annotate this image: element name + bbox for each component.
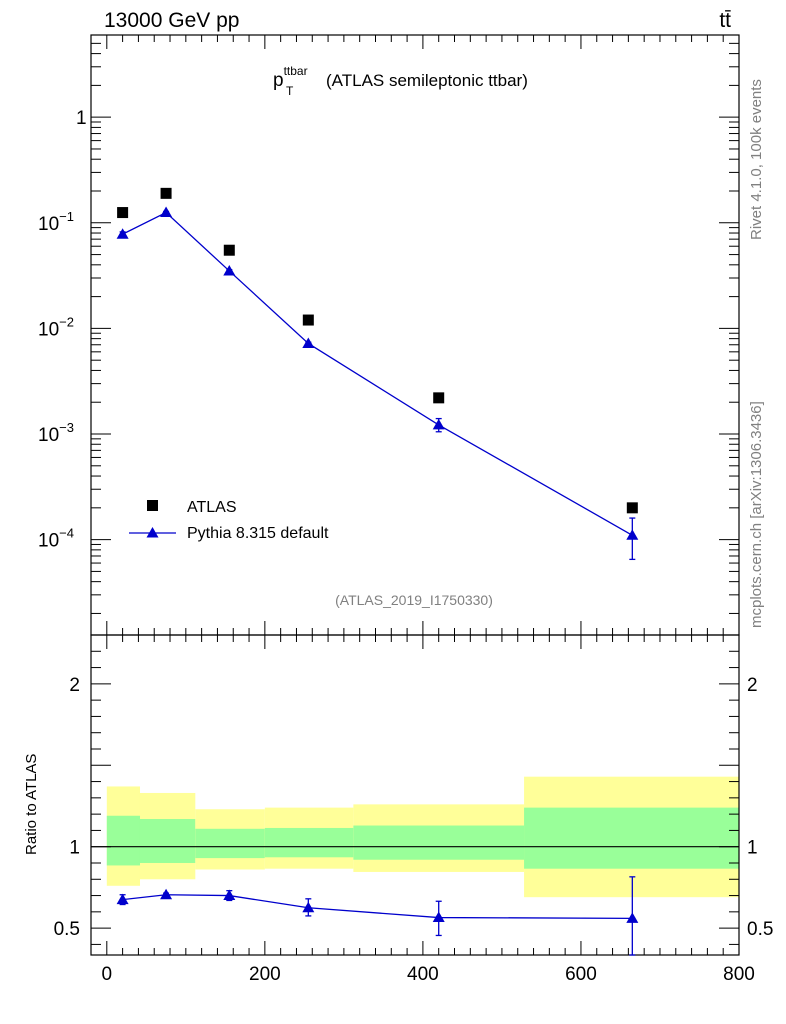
title-superscript: ttbar <box>284 64 308 78</box>
legend-label-pythia: Pythia 8.315 default <box>187 525 329 542</box>
y-tick-label: 10−1 <box>38 209 74 235</box>
inner-uncertainty-band <box>524 807 739 869</box>
atlas-point <box>433 392 445 404</box>
y-tick-label-base: 10 <box>38 214 59 235</box>
y-tick-label-base: 10 <box>38 319 59 340</box>
y-tick-label: 10−2 <box>38 314 74 340</box>
energy-label: 13000 GeV pp <box>104 9 239 32</box>
ratio-y-tick-label: 1 <box>69 838 80 859</box>
y-tick-label: 10−3 <box>38 420 74 446</box>
pythia-point <box>626 529 639 540</box>
x-tick-label: 400 <box>407 964 439 985</box>
ratio-point <box>302 901 315 913</box>
x-tick-label: 600 <box>565 964 597 985</box>
y-tick-label-base: 10 <box>38 425 59 446</box>
atlas-point <box>302 314 314 326</box>
ratio-y-tick-label-right: 0.5 <box>747 919 773 940</box>
ratio-panel-marks <box>116 876 639 956</box>
pythia-point <box>223 264 236 276</box>
atlas-point <box>626 502 638 514</box>
ratio-point <box>223 889 236 901</box>
ratio-point <box>432 911 445 923</box>
x-tick-label: 800 <box>723 964 755 985</box>
legend-label-atlas: ATLAS <box>187 499 237 516</box>
y-tick-label-exponent: −4 <box>59 526 74 541</box>
ratio-point <box>160 888 173 900</box>
inner-uncertainty-band <box>353 825 525 860</box>
ratio-line <box>122 894 633 920</box>
legend-marker-atlas <box>147 500 158 511</box>
mcplots-label: mcplots.cern.ch [arXiv:1306.3436] <box>748 401 765 628</box>
ratio-y-tick-label: 2 <box>69 675 80 696</box>
y-tick-label-base: 10 <box>38 531 59 552</box>
y-tick-label-base: 1 <box>76 108 87 129</box>
y-tick-label: 1 <box>76 108 87 129</box>
main-panel-frame <box>90 34 740 636</box>
title-subscript: T <box>286 84 294 98</box>
y-tick-label-exponent: −1 <box>59 209 74 224</box>
ratio-y-tick-label-right: 1 <box>747 838 758 859</box>
ratio-panel-frame <box>90 634 740 956</box>
process-label: tt̄ <box>719 9 731 32</box>
rivet-version-label: Rivet 4.1.0, 100k events <box>748 79 765 240</box>
inner-uncertainty-band <box>139 819 196 863</box>
x-tick-label: 0 <box>102 964 113 985</box>
ratio-point <box>116 893 129 905</box>
inner-uncertainty-band <box>195 828 265 859</box>
inner-uncertainty-band <box>106 815 140 866</box>
pythia-point <box>302 337 315 348</box>
chart-title: pttbar T (ATLAS semileptonic ttbar) <box>273 64 528 98</box>
y-tick-label-exponent: −2 <box>59 314 74 329</box>
legend-marker-pythia <box>146 527 159 538</box>
inner-uncertainty-band <box>264 827 354 858</box>
x-tick-label: 200 <box>249 964 281 985</box>
ratio-ylabel: Ratio to ATLAS <box>23 754 40 855</box>
pythia-point <box>160 206 173 218</box>
main-panel-marks <box>116 187 639 561</box>
atlas-point <box>117 207 129 219</box>
pythia-point <box>432 418 445 430</box>
pythia-line <box>122 211 633 536</box>
y-tick-label-exponent: −3 <box>59 420 74 435</box>
ratio-y-tick-label-right: 2 <box>747 675 758 696</box>
analysis-id: (ATLAS_2019_I1750330) <box>335 592 493 608</box>
atlas-point <box>223 244 235 256</box>
y-tick-label: 10−4 <box>38 526 74 552</box>
ratio-y-tick-label: 0.5 <box>54 919 80 940</box>
title-text: (ATLAS semileptonic ttbar) <box>326 71 528 90</box>
pythia-point <box>116 228 129 239</box>
ratio-point <box>626 912 639 923</box>
uncertainty-bands <box>91 776 739 898</box>
legend: ATLAS Pythia 8.315 default <box>129 499 329 542</box>
title-symbol: p <box>273 70 284 91</box>
atlas-point <box>160 187 172 199</box>
